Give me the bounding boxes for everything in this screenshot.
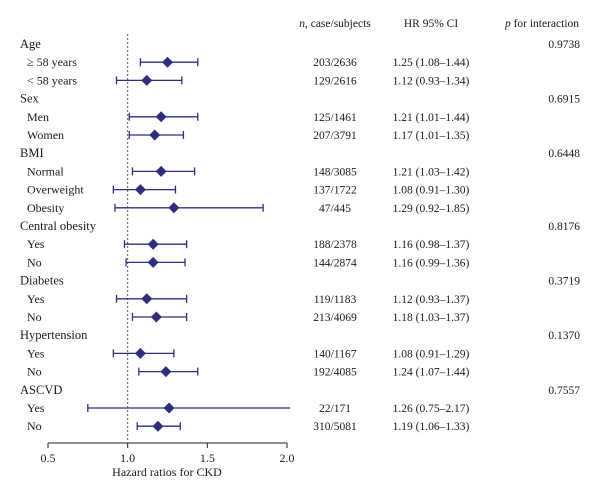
hr-ci-3-0: 1.16 (0.98–1.37) [393,239,470,251]
row-label-0-1: < 58 years [27,73,77,87]
row-label-0-0: ≥ 58 years [27,55,77,69]
row-label-2-2: Obesity [27,201,64,215]
n-cases-2-1: 137/1722 [313,185,357,197]
row-label-3-1: No [27,255,42,269]
hr-marker-6-1 [152,420,164,432]
header-n-cases: n, case/subjects [299,18,371,30]
p-interaction-4: 0.3719 [548,276,580,288]
row-label-4-1: No [27,310,42,324]
row-label-2-1: Overweight [27,183,84,197]
hr-ci-5-0: 1.08 (0.91–1.29) [393,348,470,360]
hr-ci-1-1: 1.17 (1.01–1.35) [393,130,470,142]
hr-ci-4-1: 1.18 (1.03–1.37) [393,312,470,324]
hr-ci-1-0: 1.21 (1.01–1.44) [393,112,470,124]
header-hr-ci: HR 95% CI [404,18,458,30]
x-tick-label-3: 2.0 [280,451,295,465]
n-cases-6-0: 22/171 [319,403,351,415]
hr-marker-0-1 [141,74,153,86]
x-axis-label: Hazard ratios for CKD [112,465,222,479]
n-cases-1-0: 125/1461 [313,112,357,124]
x-tick-label-2: 1.5 [200,451,215,465]
hr-ci-3-1: 1.16 (0.99–1.36) [393,257,470,269]
row-label-4-0: Yes [27,292,45,306]
x-tick-label-0: 0.5 [41,451,56,465]
hr-ci-2-0: 1.21 (1.03–1.42) [393,166,470,178]
hr-ci-0-1: 1.12 (0.93–1.34) [393,75,470,87]
group-label-4: Diabetes [20,274,64,288]
header-p-prefix: p [504,18,511,30]
group-label-1: Sex [20,92,40,106]
p-interaction-2: 0.6448 [548,148,580,160]
n-cases-3-1: 144/2874 [313,257,357,269]
forest-rows: Age 0.9738 ≥ 58 years 203/2636 1.25 (1.08–1.… [20,34,580,440]
row-label-3-0: Yes [27,237,45,251]
p-interaction-6: 0.7557 [548,385,580,397]
group-label-0: Age [20,37,41,51]
hr-marker-1-1 [149,129,161,141]
hr-ci-2-2: 1.29 (0.92–1.85) [393,203,470,215]
hr-marker-2-0 [155,165,167,177]
hr-marker-4-1 [150,311,162,323]
n-cases-6-1: 310/5081 [313,421,357,433]
n-cases-4-1: 213/4069 [313,312,357,324]
hr-ci-5-1: 1.24 (1.07–1.44) [393,367,470,379]
hr-marker-2-1 [134,184,146,196]
n-cases-0-1: 129/2616 [313,75,357,87]
header-n-prefix: n [299,18,305,30]
hr-ci-0-0: 1.25 (1.08–1.44) [393,57,470,69]
p-interaction-3: 0.8176 [548,221,580,233]
n-cases-3-0: 188/2378 [313,239,357,251]
hr-marker-3-0 [147,238,159,250]
n-cases-1-1: 207/3791 [313,130,357,142]
header-n-rest: , case/subjects [305,18,371,30]
row-label-1-0: Men [27,110,49,124]
hr-marker-5-0 [134,347,146,359]
hr-ci-4-0: 1.12 (0.93–1.37) [393,294,470,306]
group-label-6: ASCVD [20,383,62,397]
hr-marker-0-0 [162,56,173,68]
n-cases-2-2: 47/445 [319,203,351,215]
hr-marker-2-2 [168,202,180,214]
group-label-2: BMI [20,146,44,160]
n-cases-0-0: 203/2636 [313,57,357,69]
n-cases-5-0: 140/1167 [313,348,356,360]
hr-ci-6-0: 1.26 (0.75–2.17) [393,403,470,415]
header-p-interaction: p for interaction [504,18,579,30]
row-label-5-0: Yes [27,346,45,360]
p-interaction-5: 0.1370 [548,330,580,342]
n-cases-5-1: 192/4085 [313,367,357,379]
row-label-2-0: Normal [27,164,64,178]
p-interaction-0: 0.9738 [548,39,580,51]
hr-marker-1-0 [155,111,167,123]
row-label-5-1: No [27,365,42,379]
n-cases-2-0: 148/3085 [313,166,357,178]
x-axis: 0.5 1.0 1.5 2.0 [41,442,295,465]
row-label-1-1: Women [27,128,64,142]
column-headers: n, case/subjects HR 95% CI p for interac… [299,18,579,30]
hr-marker-4-0 [141,293,153,305]
hr-marker-3-1 [147,256,159,268]
hr-marker-6-0 [163,402,175,414]
group-label-5: Hypertension [20,328,88,342]
p-interaction-1: 0.6915 [548,94,580,106]
group-label-3: Central obesity [20,219,97,233]
hr-marker-5-1 [160,366,172,378]
hr-ci-2-1: 1.08 (0.91–1.30) [393,185,470,197]
row-label-6-1: No [27,419,42,433]
n-cases-4-0: 119/1183 [314,294,357,306]
header-p-rest: for interaction [511,18,580,30]
row-label-6-0: Yes [27,401,45,415]
hr-ci-6-1: 1.19 (1.06–1.33) [393,421,470,433]
x-tick-label-1: 1.0 [120,451,135,465]
